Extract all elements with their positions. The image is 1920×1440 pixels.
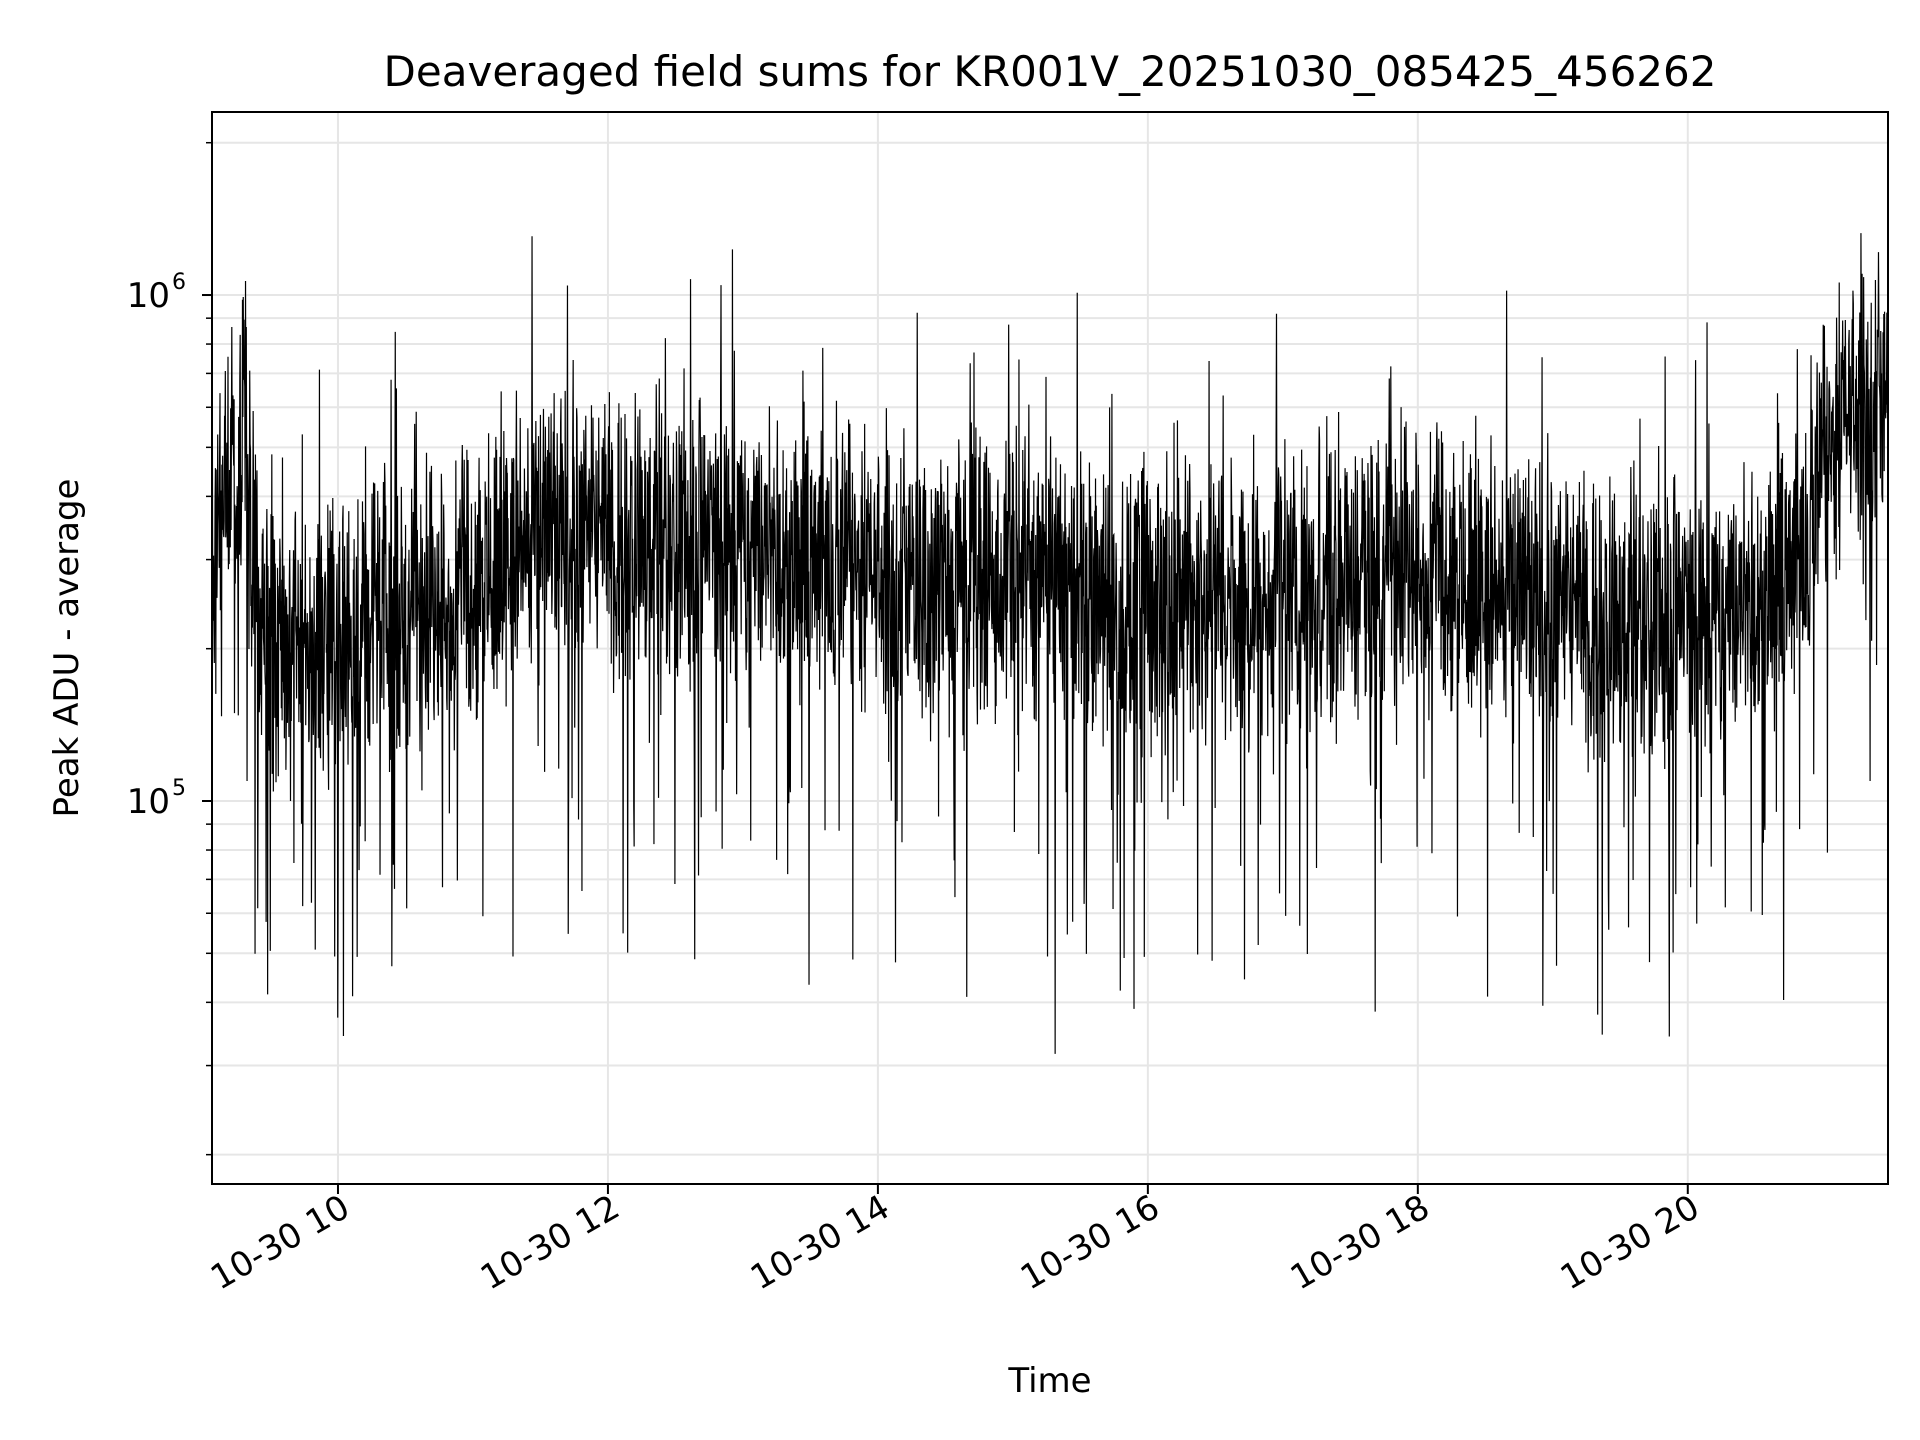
y-tick-label: 10 [127,276,170,316]
y-axis-label: Peak ADU - average [47,479,87,818]
chart-title: Deaveraged field sums for KR001V_2025103… [384,47,1717,96]
y-tick-exponent: 6 [172,270,186,295]
series-trace [211,233,1889,1054]
y-tick-label: 10 [127,782,170,822]
x-tick-label: 10-30 12 [474,1187,626,1298]
y-tick-base: 10 [127,782,170,822]
x-axis-label: Time [1007,1361,1091,1401]
series-line [211,233,1889,1054]
x-tick-label: 10-30 16 [1014,1187,1166,1298]
x-tick-label: 10-30 18 [1284,1187,1436,1298]
x-tick-label: 10-30 20 [1554,1187,1706,1298]
y-tick-exponent: 5 [172,776,186,801]
x-tick-label: 10-30 14 [744,1187,896,1298]
x-axis-ticks: 10-30 10 10-30 12 10-30 14 10-30 16 10-30 18… [204,1184,1706,1298]
y-tick-base: 10 [127,276,170,316]
x-tick-label: 10-30 10 [204,1187,356,1298]
